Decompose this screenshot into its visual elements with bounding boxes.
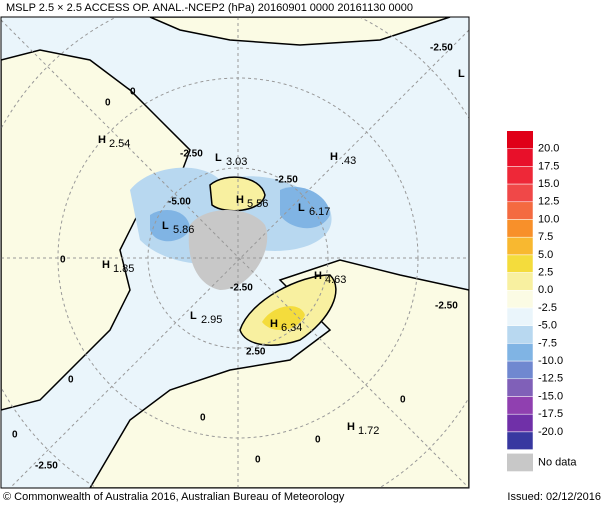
graticule: [1, 17, 469, 488]
center-value: 4.63: [325, 274, 346, 286]
legend-swatch: [506, 183, 534, 203]
legend-swatch: [506, 413, 534, 433]
center-value: 1.72: [358, 425, 379, 437]
antarctica: [188, 210, 268, 290]
legend-swatch: [506, 254, 534, 273]
legend-label: 5.0: [538, 249, 553, 261]
map: H 2.54H 1.85L 3.03H 5.56 L 6.17H .43L 5.86L 2.95H…: [1, 17, 469, 488]
center-kind: H: [347, 421, 355, 433]
legend-label: -7.5: [538, 337, 557, 349]
legend-label: No data: [538, 456, 577, 468]
legend-swatch: [507, 131, 533, 149]
legend-label: -20.0: [538, 426, 563, 438]
legend-label: 7.5: [538, 231, 553, 243]
center-value: 1.85: [113, 263, 134, 275]
legend-swatch: [506, 343, 534, 362]
center-value: 2.95: [201, 314, 222, 326]
center-kind: L: [215, 152, 222, 164]
center-kind: L: [298, 202, 305, 214]
center-value: .43: [341, 155, 356, 167]
land: [149, 17, 451, 46]
center-value: 6.17: [309, 206, 330, 218]
issued: Issued: 02/12/2016: [507, 491, 601, 503]
anomaly-positive: [262, 306, 305, 331]
title: MSLP 2.5 × 2.5 ACCESS OP. ANAL.-NCEP2 (h…: [6, 2, 413, 14]
center-value: 5.86: [173, 224, 194, 236]
contour-label: 0: [68, 375, 74, 386]
contour-label: 0: [60, 255, 66, 266]
legend-label: -2.5: [538, 302, 557, 314]
legend-swatch: [506, 360, 534, 380]
legend-label: 10.0: [538, 213, 559, 225]
center-kind: H: [314, 270, 322, 282]
legend-label: -12.5: [538, 373, 563, 385]
anomaly-negative: [150, 210, 190, 242]
legend-swatch: [506, 166, 534, 185]
contour-label: -5.00: [168, 197, 191, 208]
legend-label: 17.5: [538, 160, 559, 172]
legend-swatch: [506, 272, 534, 291]
contour-label: 0: [400, 395, 406, 406]
center-kind: H: [270, 318, 278, 330]
contour-label: 0: [200, 413, 206, 424]
legend-label: -5.0: [538, 320, 557, 332]
contour-label: 0: [130, 87, 136, 98]
contour-label: 0: [315, 435, 321, 446]
legend-swatch: [506, 201, 534, 220]
contour-label: -2.50: [230, 283, 253, 294]
legend-label: 2.5: [538, 267, 553, 279]
contour-label: -2.50: [275, 175, 298, 186]
center-value: 3.03: [226, 156, 247, 168]
center-kind: H: [102, 259, 110, 271]
center-kind: H: [98, 134, 106, 146]
legend-label: -17.5: [538, 408, 563, 420]
legend-label: -10.0: [538, 355, 563, 367]
center-value: 2.54: [109, 138, 130, 150]
legend-swatch: [506, 148, 534, 167]
legend-label: 15.0: [538, 178, 559, 190]
land: [89, 259, 469, 488]
anomaly-negative: [280, 186, 330, 229]
legend-swatch: [506, 378, 534, 397]
contour-label: 0: [105, 98, 111, 109]
legend-swatch: [506, 431, 534, 450]
contour-label: -2.50: [435, 301, 458, 312]
contour-label: 0: [12, 430, 18, 441]
center-kind: L: [458, 68, 465, 80]
center-kind: H: [236, 194, 244, 206]
center-value: 6.34: [281, 322, 302, 334]
legend-swatch: [506, 290, 534, 309]
contour-label: -2.50: [180, 149, 203, 160]
legend-swatch: [506, 325, 534, 344]
legend-swatch: [506, 236, 534, 256]
center-kind: H: [330, 151, 338, 163]
contour-label: 0: [255, 455, 261, 466]
legend-swatch: [506, 219, 534, 238]
center-kind: L: [190, 310, 197, 322]
legend-swatch: [506, 396, 534, 415]
legend-label: 12.5: [538, 196, 559, 208]
center-value: 5.56: [247, 198, 268, 210]
legend-swatch: [507, 453, 533, 472]
center-kind: L: [162, 220, 169, 232]
copyright: © Commonwealth of Australia 2016, Austra…: [3, 491, 345, 503]
legend-swatch: [506, 307, 534, 326]
map-frame: [0, 16, 470, 489]
contour-label: -2.50: [35, 461, 58, 472]
legend-label: 0.0: [538, 284, 553, 296]
contour-label: -2.50: [430, 43, 453, 54]
legend-label: -15.0: [538, 390, 563, 402]
contour-label: 2.50: [246, 347, 266, 358]
legend-label: 20.0: [538, 143, 559, 155]
